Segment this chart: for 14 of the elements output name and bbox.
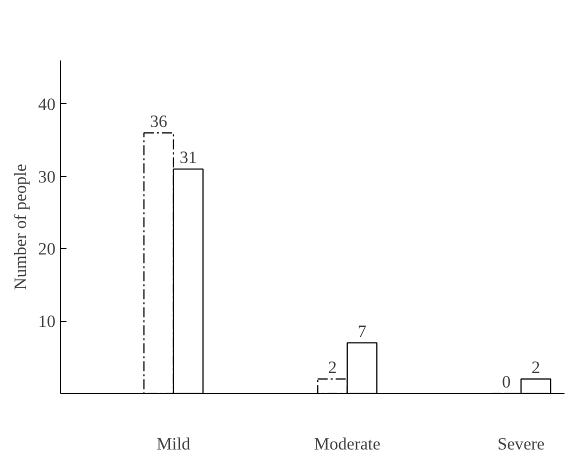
data-label: 31 [180,148,197,168]
x-tick-label: Mild [156,434,191,454]
y-axis-title: Number of people [11,164,30,290]
data-label: 0 [502,372,511,392]
y-tick-label: 30 [38,167,56,186]
data-label: 36 [150,112,168,131]
y-tick-label: 20 [38,240,56,259]
data-label: 2 [328,358,337,378]
data-label: 7 [358,322,367,341]
x-tick-label: Severe [497,434,545,454]
y-tick-label: 40 [38,94,56,114]
x-tick-label: Moderate [314,434,381,454]
data-label: 2 [531,358,540,378]
y-tick-label: 10 [38,312,56,332]
